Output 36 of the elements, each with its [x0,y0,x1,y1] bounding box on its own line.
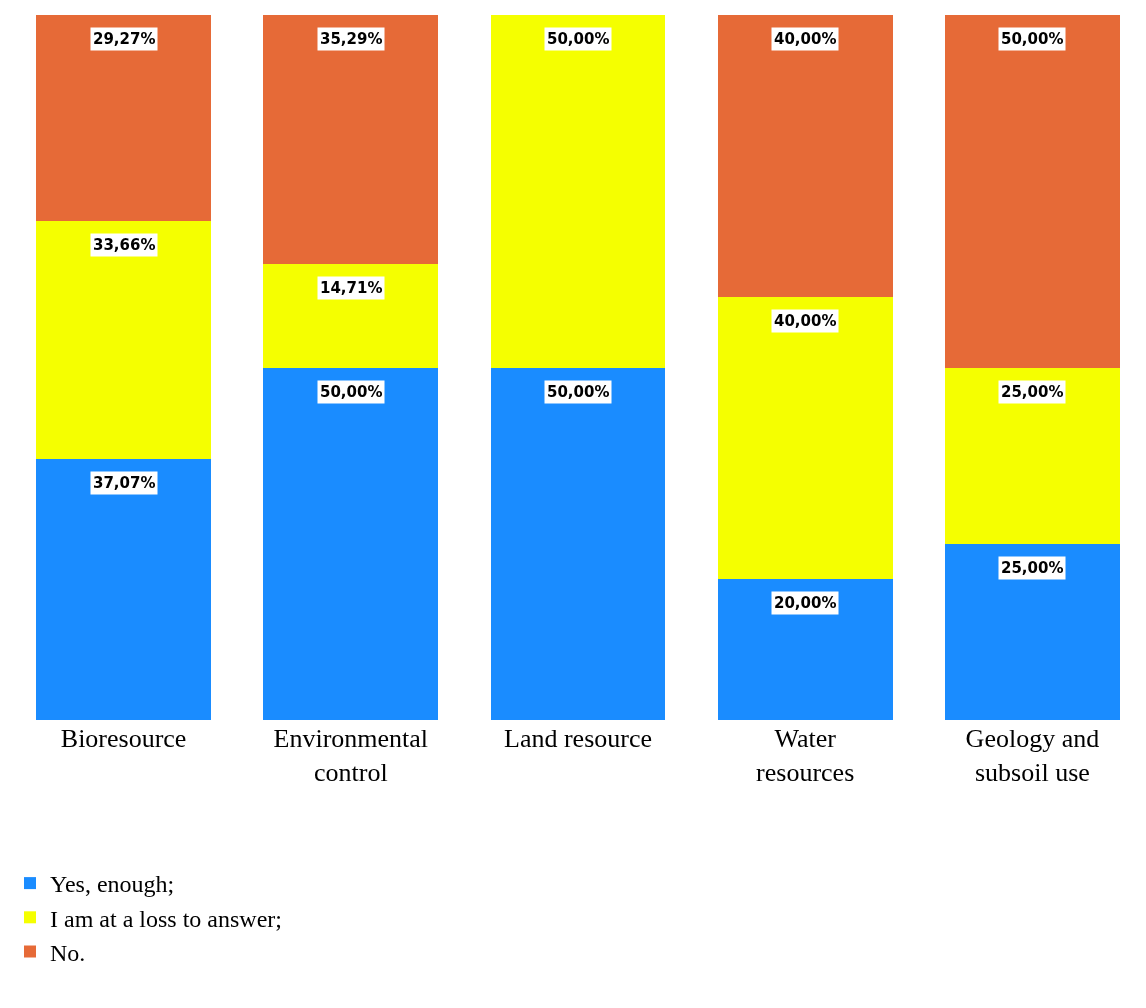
data-label: 14,71% [320,279,383,297]
data-label: 50,00% [1001,30,1064,48]
data-label: 50,00% [547,383,610,401]
data-label: 25,00% [1001,559,1064,577]
data-label: 35,29% [320,30,383,48]
bar [490,15,666,368]
x-tick-label: Geology and subsoil use [965,724,1100,787]
data-label: 50,00% [547,30,610,48]
bar [717,15,893,297]
bar [944,367,1120,544]
bar [490,367,666,720]
x-tick-label: Environmental control [273,724,429,787]
data-label: 29,27% [93,30,156,48]
bar [944,15,1120,368]
legend-label: No. [50,939,86,966]
bar [263,15,439,264]
bar [36,221,212,459]
data-label: 37,07% [93,474,156,492]
data-label: 20,00% [774,594,837,612]
bar [717,579,893,720]
bar [36,15,212,222]
data-label: 50,00% [320,383,383,401]
bar [717,297,893,579]
x-tick-label: Land resource [504,724,652,753]
data-label: 40,00% [774,312,837,330]
x-tick-label: Bioresource [60,724,187,753]
legend-label: Yes, enough; [50,871,175,898]
bar [263,263,439,368]
data-label: 25,00% [1001,383,1064,401]
data-label: 33,66% [93,236,156,254]
bar [36,458,212,720]
bar [263,367,439,720]
bar [944,543,1120,720]
data-label: 40,00% [774,30,837,48]
legend-label: I am at a loss to answer; [50,905,282,932]
x-tick-label: Water resources [756,724,855,787]
